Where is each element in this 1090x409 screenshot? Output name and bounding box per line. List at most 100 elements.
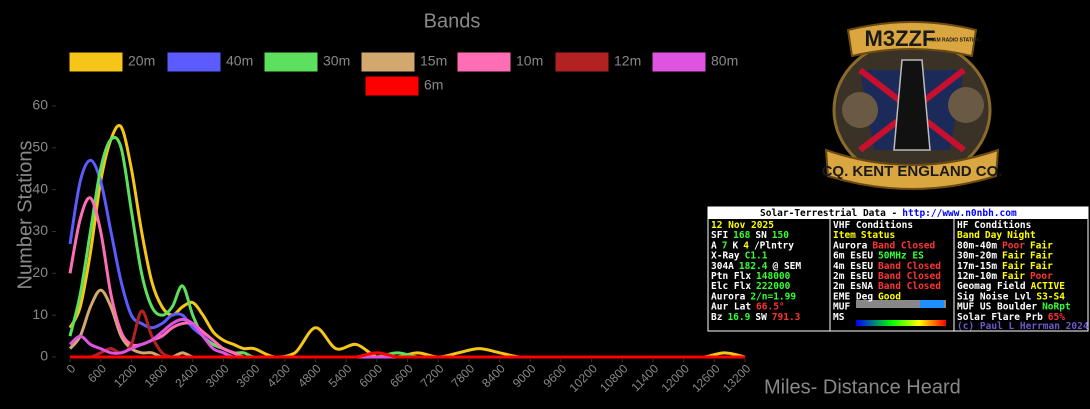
panel-value: Fair <box>1002 250 1025 261</box>
legend-label: 20m <box>128 53 155 69</box>
panel-value: NoRpt <box>1042 301 1071 312</box>
panel-value: 4m EsEU <box>833 260 873 271</box>
panel-text: VHF Conditions <box>833 220 913 231</box>
panel-text: Item Status <box>833 230 895 241</box>
panel-text: 17m-15m Fair Fair <box>957 260 1053 271</box>
panel-text: HF Conditions <box>957 220 1031 231</box>
legend-swatch <box>167 52 221 72</box>
panel-title-bar <box>708 207 1088 219</box>
panel-value: 30m-20m <box>957 250 997 261</box>
panel-value: SFI <box>711 230 728 241</box>
panel-value: 168 <box>733 230 750 241</box>
panel-text: 2m EsNA Band Closed <box>833 281 941 292</box>
logo-banner-text: CQ. KENT ENGLAND CO. <box>822 163 1003 180</box>
panel-value: MUF US Boulder <box>957 301 1037 312</box>
panel-frame <box>707 206 1089 332</box>
logo-callsign: M3ZZF <box>865 26 936 51</box>
ms-scale <box>856 320 946 326</box>
legend-swatch <box>69 52 123 72</box>
panel-value: Poor <box>1002 240 1025 251</box>
panel-value: 182.4 <box>739 260 768 271</box>
panel-value: 4 <box>743 240 749 251</box>
y-tick-label: 50 <box>32 139 48 155</box>
panel-value: C1.1 <box>745 250 768 261</box>
panel-value: Fair <box>1030 260 1053 271</box>
panel-value: Band <box>957 230 980 241</box>
panel-value: http://www.n0nbh.com <box>902 208 1017 219</box>
legend-label: 15m <box>420 53 447 69</box>
panel-text: 30m-20m Fair Fair <box>957 250 1053 261</box>
panel-value: 7 <box>722 240 728 251</box>
y-tick-label: 10 <box>32 306 48 322</box>
panel-value: MS <box>833 311 845 322</box>
panel-value: Geomag Field <box>957 281 1026 292</box>
logo-badge: HAM RADIO STATION <box>929 37 981 43</box>
panel-value: Good <box>878 291 901 302</box>
legend-swatch <box>365 76 419 96</box>
panel-value: Aurora <box>711 291 746 302</box>
panel-value: Band Closed <box>872 240 935 251</box>
panel-value: 2m EsEU <box>833 271 873 282</box>
panel-value: 80m-40m <box>957 240 997 251</box>
panel-text: Solar Flare Prb 65% <box>957 311 1065 322</box>
panel-value: Aurora <box>833 240 868 251</box>
panel-text: Bz 16.9 SW 791.3 <box>711 311 801 322</box>
legend-swatch <box>555 52 609 72</box>
panel-text: Elc Flx 222000 <box>711 281 791 292</box>
panel-text: MUF US Boulder NoRpt <box>957 301 1071 312</box>
panel-text: 12 Nov 2025 <box>711 220 774 231</box>
panel-value: Band Closed <box>878 260 941 271</box>
y-axis-title: Number Stations <box>14 141 36 290</box>
logo-figure <box>948 87 984 123</box>
panel-value: Fair <box>1030 240 1053 251</box>
panel-value: K <box>732 240 738 251</box>
panel-value: 50MHz ES <box>878 250 924 261</box>
panel-value: 304A <box>711 260 734 271</box>
panel-text: Band Day Night <box>957 230 1036 241</box>
panel-value: Bz <box>711 311 723 322</box>
muf-bar-fill <box>920 300 944 308</box>
panel-text: Sig Noise Lvl S3-S4 <box>957 291 1065 302</box>
logo: M3ZZF HAM RADIO STATION CQ. KENT ENGLAND… <box>822 21 1003 190</box>
panel-value: 12 Nov 2025 <box>711 220 774 231</box>
panel-text: Geomag Field ACTIVE <box>957 281 1065 292</box>
panel-value: 6m EsEU <box>833 250 873 261</box>
panel-value: Fair <box>1002 260 1025 271</box>
logo-bottom-banner <box>824 148 1000 190</box>
panel-value: 222000 <box>756 281 791 292</box>
panel-text: Aurora 2/n=1.99 <box>711 291 796 302</box>
panel-value: Elc Flx <box>711 281 751 292</box>
panel-value: Fair <box>1030 250 1053 261</box>
panel-value: VHF Conditions <box>833 220 913 231</box>
panel-value: Sig Noise Lvl <box>957 291 1032 302</box>
panel-text: 2m EsEU Band Closed <box>833 271 941 282</box>
chart-title: Bands <box>424 10 481 32</box>
panel-value: S3-S4 <box>1036 291 1065 302</box>
panel-value: Aur Lat <box>711 301 751 312</box>
legend-swatch <box>361 52 415 72</box>
panel-value: A <box>711 240 717 251</box>
solar-panel: Solar-Terrestrial Data - http://www.n0nbh… <box>707 206 1089 332</box>
panel-value: Solar Flare Prb <box>957 311 1043 322</box>
logo-lighthouse <box>893 59 931 151</box>
legend-label: 30m <box>323 53 350 69</box>
y-tick-label: 0 <box>40 348 48 364</box>
panel-text: MUF <box>833 301 850 312</box>
legend-swatch <box>264 52 318 72</box>
panel-text: MS <box>833 311 845 322</box>
panel-value: 148000 <box>756 271 791 282</box>
y-tick-label: 20 <box>32 264 48 280</box>
panel-value: X-Ray <box>711 250 740 261</box>
panel-text: X-Ray C1.1 <box>711 250 768 261</box>
panel-text: Aur Lat 66.5° <box>711 301 785 312</box>
panel-value: 16.9 <box>727 311 750 322</box>
series-line <box>70 351 745 359</box>
panel-value: Day <box>985 230 1002 241</box>
legend-label: 10m <box>516 53 543 69</box>
panel-value: Band Closed <box>878 271 941 282</box>
panel-text: 80m-40m Poor Fair <box>957 240 1053 251</box>
panel-text: EME Deg Good <box>833 291 901 302</box>
panel-value: MUF <box>833 301 850 312</box>
